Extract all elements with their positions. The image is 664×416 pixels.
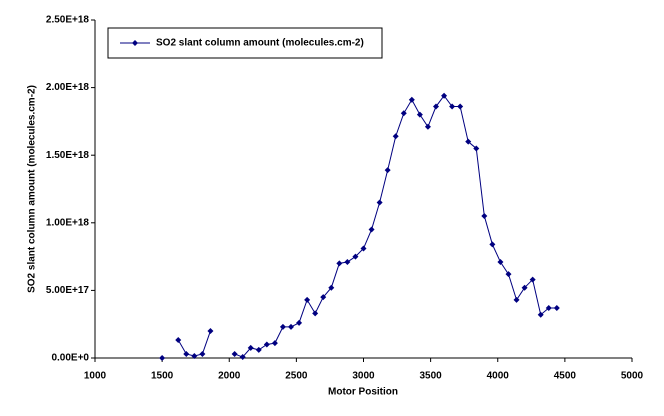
- y-tick-label: 1.00E+18: [46, 217, 90, 228]
- x-tick-label: 5000: [621, 371, 644, 382]
- data-point: [191, 352, 198, 359]
- legend-box: [107, 27, 383, 59]
- x-tick-label: 1500: [151, 371, 174, 382]
- y-axis-label: SO2 slant column amount (molecules.cm-2): [27, 85, 38, 293]
- data-point: [392, 133, 399, 140]
- x-tick-label: 4000: [487, 371, 510, 382]
- data-point: [320, 294, 327, 301]
- legend-label: SO2 slant column amount (molecules.cm-2): [156, 38, 364, 49]
- y-tick-label: 1.50E+18: [46, 150, 90, 161]
- data-point: [231, 350, 238, 357]
- data-point: [271, 340, 278, 347]
- data-point: [207, 327, 214, 334]
- y-tick-label: 2.50E+18: [46, 15, 90, 26]
- data-point: [376, 199, 383, 206]
- x-tick-label: 2500: [285, 371, 308, 382]
- data-point: [296, 319, 303, 326]
- x-tick-label: 4500: [554, 371, 577, 382]
- series-line: [177, 94, 557, 358]
- y-tick-label: 5.00E+17: [46, 285, 90, 296]
- x-tick-label: 2000: [218, 371, 241, 382]
- data-point: [288, 323, 295, 330]
- data-point: [263, 341, 270, 348]
- y-tick-label: 0.00E+0: [51, 353, 89, 364]
- data-point: [449, 103, 456, 110]
- data-point: [416, 111, 423, 118]
- data-point: [553, 304, 560, 311]
- data-point: [239, 354, 246, 361]
- data-point: [545, 304, 552, 311]
- data-point: [159, 355, 166, 361]
- data-point: [368, 226, 375, 233]
- data-point: [432, 103, 439, 110]
- data-point: [408, 96, 415, 103]
- data-point: [465, 138, 472, 145]
- data-point: [457, 103, 464, 110]
- data-point: [336, 260, 343, 267]
- data-point: [489, 241, 496, 248]
- data-point: [424, 123, 431, 130]
- data-point: [344, 259, 351, 266]
- data-point: [497, 259, 504, 266]
- data-point: [175, 337, 182, 344]
- data-point: [481, 213, 488, 220]
- data-point: [312, 310, 319, 317]
- data-point: [352, 253, 359, 260]
- data-point: [247, 344, 254, 351]
- data-point: [521, 284, 528, 291]
- data-point: [473, 145, 480, 152]
- data-point: [513, 296, 520, 303]
- data-point: [537, 311, 544, 318]
- x-axis-label: Motor Position: [328, 387, 398, 398]
- x-tick-label: 3500: [420, 371, 443, 382]
- data-point: [199, 350, 206, 357]
- data-point: [360, 245, 367, 252]
- data-point: [505, 271, 512, 278]
- legend-marker: [132, 40, 138, 46]
- data-point: [255, 346, 262, 353]
- data-point: [183, 350, 190, 357]
- data-point: [304, 296, 311, 303]
- data-point: [328, 284, 335, 291]
- data-point: [529, 276, 536, 283]
- x-tick-label: 3000: [352, 371, 375, 382]
- data-point: [400, 110, 407, 117]
- data-point: [279, 323, 286, 330]
- data-point: [384, 167, 391, 174]
- y-tick-label: 2.00E+18: [46, 82, 90, 93]
- data-point: [441, 92, 448, 99]
- x-tick-label: 1000: [84, 371, 107, 382]
